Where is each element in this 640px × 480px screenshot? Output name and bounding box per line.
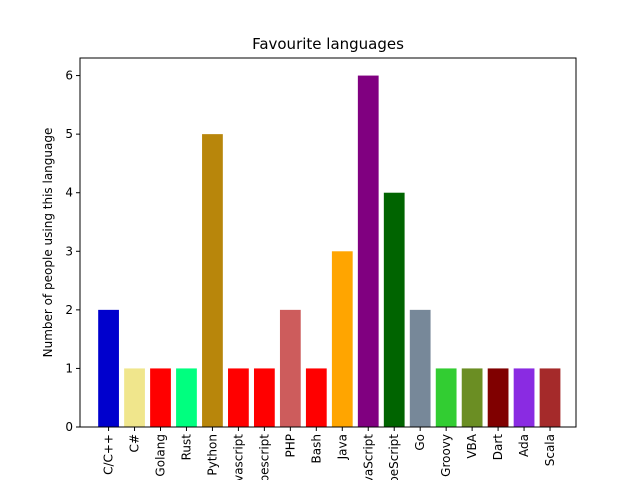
x-tick-label: C# xyxy=(128,434,142,452)
bar-3 xyxy=(176,368,197,427)
y-tick-label: 5 xyxy=(65,127,73,141)
plot-frame xyxy=(79,57,577,428)
bar-8 xyxy=(305,368,327,427)
bar-14 xyxy=(461,368,483,427)
x-tick-label: Groovy xyxy=(439,434,453,477)
bar-16 xyxy=(513,368,535,427)
x-tick-label: Java xyxy=(335,434,349,460)
bar-10 xyxy=(357,75,379,427)
x-tick-label: Go xyxy=(413,434,427,451)
bar-7 xyxy=(279,309,301,427)
y-tick-label: 0 xyxy=(65,420,73,434)
bar-15 xyxy=(487,368,509,427)
x-ticks-group: C/C++ C# Golang Rust Python Javascript Typescr… xyxy=(102,427,557,480)
x-tick-label: VBA xyxy=(465,433,479,458)
x-tick-label: Dart xyxy=(491,434,505,461)
x-tick-label: Typescript xyxy=(257,434,271,480)
y-tick-label: 1 xyxy=(65,361,73,375)
bar-0 xyxy=(98,309,119,427)
bar-13 xyxy=(435,368,457,427)
x-tick-label: Ada xyxy=(517,434,531,457)
y-tick-label: 2 xyxy=(65,303,73,317)
bars-group xyxy=(98,75,561,427)
bar-9 xyxy=(331,251,353,427)
bar-17 xyxy=(539,368,561,427)
x-tick-label: PHP xyxy=(283,434,297,458)
bar-1 xyxy=(124,368,145,427)
y-tick-label: 6 xyxy=(65,69,73,83)
y-tick-label: 3 xyxy=(65,244,73,258)
x-tick-label: Rust xyxy=(179,434,193,461)
y-axis-label: Number of people using this language xyxy=(41,128,55,358)
y-ticks-group: 0 1 2 3 4 5 6 xyxy=(65,69,80,434)
bar-5 xyxy=(228,368,249,427)
chart-title: Favourite languages xyxy=(252,35,404,53)
bar-6 xyxy=(253,368,275,427)
x-tick-label: JavaScript xyxy=(361,434,375,480)
x-tick-label: Scala xyxy=(543,434,557,466)
bar-12 xyxy=(409,309,431,427)
bar-11 xyxy=(383,192,405,427)
x-tick-label: Bash xyxy=(309,434,323,463)
x-tick-label: C/C++ xyxy=(102,434,116,475)
bar-2 xyxy=(150,368,171,427)
x-tick-label: Golang xyxy=(154,434,168,477)
y-tick-label: 4 xyxy=(65,186,73,200)
bar-4 xyxy=(202,134,223,427)
x-tick-label: Python xyxy=(205,434,219,476)
x-tick-label: Javascript xyxy=(231,434,245,480)
x-tick-label: TypeScript xyxy=(387,434,401,480)
